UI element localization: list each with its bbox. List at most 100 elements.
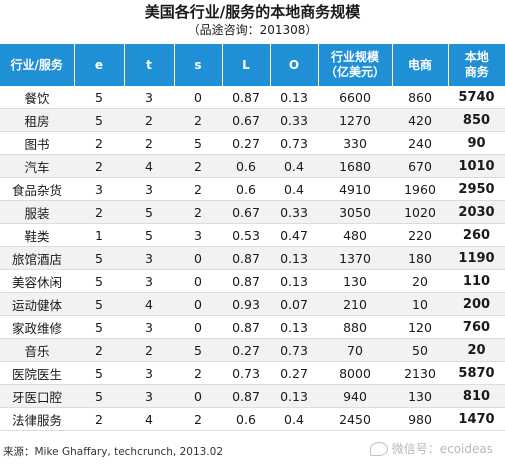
cell-ecommerce: 670	[392, 154, 448, 178]
cell-ecommerce: 860	[392, 86, 448, 109]
cell-industry-size: 70	[318, 338, 392, 362]
cell-s: 0	[174, 384, 222, 408]
table-row: 法律服务 2 4 2 0.6 0.4 2450 980 1470	[0, 407, 505, 431]
cell-e: 5	[74, 361, 124, 385]
cell-t: 4	[124, 292, 174, 316]
header-local-commerce: 本地 商务	[448, 44, 505, 86]
cell-l: 0.6	[222, 154, 270, 178]
cell-l: 0.87	[222, 315, 270, 339]
header-s: s	[174, 44, 223, 86]
cell-o: 0.13	[270, 315, 318, 339]
cell-o: 0.13	[270, 384, 318, 408]
table-row: 医院医生 5 3 2 0.73 0.27 8000 2130 5870	[0, 361, 505, 385]
cell-industry-size: 210	[318, 292, 392, 316]
cell-ecommerce: 120	[392, 315, 448, 339]
cell-s: 5	[174, 131, 222, 155]
table-body: 餐饮 5 3 0 0.87 0.13 6600 860 5740 租房 5 2 2 0.67 0.33 127…	[0, 86, 505, 431]
cell-o: 0.13	[270, 246, 318, 270]
cell-s: 2	[174, 177, 222, 201]
cell-industry: 牙医口腔	[0, 384, 74, 408]
cell-e: 5	[74, 384, 124, 408]
cell-local-commerce: 2950	[448, 177, 505, 201]
cell-ecommerce: 10	[392, 292, 448, 316]
cell-ecommerce: 1960	[392, 177, 448, 201]
cell-local-commerce: 200	[448, 292, 505, 316]
industry-table: 行业/服务 e t s L O 行业规模 （亿美元） 电商 本地 商务 餐饮 5 3…	[0, 44, 505, 431]
cell-industry-size: 8000	[318, 361, 392, 385]
cell-e: 5	[74, 269, 124, 293]
cell-industry-size: 330	[318, 131, 392, 155]
source-note: 来源：Mike Ghaffary, techcrunch, 2013.02	[3, 446, 224, 458]
cell-industry-size: 480	[318, 223, 392, 247]
cell-industry-size: 1370	[318, 246, 392, 270]
cell-s: 5	[174, 338, 222, 362]
cell-industry: 音乐	[0, 338, 74, 362]
cell-o: 0.33	[270, 108, 318, 132]
header-industry: 行业/服务	[0, 44, 75, 86]
cell-industry: 服装	[0, 200, 74, 224]
cell-t: 4	[124, 154, 174, 178]
cell-industry: 医院医生	[0, 361, 74, 385]
cell-industry-size: 4910	[318, 177, 392, 201]
table-row: 图书 2 2 5 0.27 0.73 330 240 90	[0, 131, 505, 155]
header-l: L	[222, 44, 271, 86]
cell-e: 5	[74, 246, 124, 270]
cell-t: 5	[124, 200, 174, 224]
cell-l: 0.93	[222, 292, 270, 316]
cell-e: 1	[74, 223, 124, 247]
cell-industry: 鞋类	[0, 223, 74, 247]
cell-s: 0	[174, 269, 222, 293]
cell-local-commerce: 5740	[448, 86, 505, 109]
cell-o: 0.13	[270, 269, 318, 293]
cell-t: 5	[124, 223, 174, 247]
cell-s: 2	[174, 154, 222, 178]
table-row: 服装 2 5 2 0.67 0.33 3050 1020 2030	[0, 200, 505, 224]
header-e: e	[74, 44, 125, 86]
cell-local-commerce: 5870	[448, 361, 505, 385]
cell-ecommerce: 180	[392, 246, 448, 270]
cell-industry: 旅馆酒店	[0, 246, 74, 270]
cell-ecommerce: 1020	[392, 200, 448, 224]
cell-t: 4	[124, 407, 174, 431]
cell-t: 2	[124, 108, 174, 132]
cell-industry-size: 130	[318, 269, 392, 293]
header-o: O	[270, 44, 319, 86]
cell-industry: 餐饮	[0, 86, 74, 109]
cell-t: 3	[124, 269, 174, 293]
cell-local-commerce: 760	[448, 315, 505, 339]
cell-l: 0.6	[222, 407, 270, 431]
table-row: 音乐 2 2 5 0.27 0.73 70 50 20	[0, 338, 505, 362]
table-row: 汽车 2 4 2 0.6 0.4 1680 670 1010	[0, 154, 505, 178]
table-row: 牙医口腔 5 3 0 0.87 0.13 940 130 810	[0, 384, 505, 408]
cell-t: 3	[124, 177, 174, 201]
cell-t: 3	[124, 361, 174, 385]
cell-ecommerce: 50	[392, 338, 448, 362]
table-subtitle: （品途咨询：201308）	[187, 23, 318, 37]
cell-industry: 运动健体	[0, 292, 74, 316]
cell-industry-size: 6600	[318, 86, 392, 109]
cell-l: 0.67	[222, 200, 270, 224]
wechat-watermark: 微信号：ecoideas	[369, 440, 493, 458]
cell-o: 0.27	[270, 361, 318, 385]
table-row: 餐饮 5 3 0 0.87 0.13 6600 860 5740	[0, 86, 505, 109]
table-row: 旅馆酒店 5 3 0 0.87 0.13 1370 180 1190	[0, 246, 505, 270]
cell-ecommerce: 240	[392, 131, 448, 155]
cell-ecommerce: 20	[392, 269, 448, 293]
cell-s: 2	[174, 108, 222, 132]
cell-e: 2	[74, 338, 124, 362]
cell-industry-size: 1270	[318, 108, 392, 132]
cell-o: 0.33	[270, 200, 318, 224]
cell-l: 0.6	[222, 177, 270, 201]
cell-l: 0.87	[222, 269, 270, 293]
cell-l: 0.67	[222, 108, 270, 132]
cell-local-commerce: 260	[448, 223, 505, 247]
cell-t: 2	[124, 131, 174, 155]
cell-o: 0.07	[270, 292, 318, 316]
cell-e: 5	[74, 315, 124, 339]
cell-s: 0	[174, 246, 222, 270]
cell-local-commerce: 850	[448, 108, 505, 132]
cell-industry: 汽车	[0, 154, 74, 178]
cell-ecommerce: 980	[392, 407, 448, 431]
table-row: 家政维修 5 3 0 0.87 0.13 880 120 760	[0, 315, 505, 339]
cell-industry-size: 880	[318, 315, 392, 339]
